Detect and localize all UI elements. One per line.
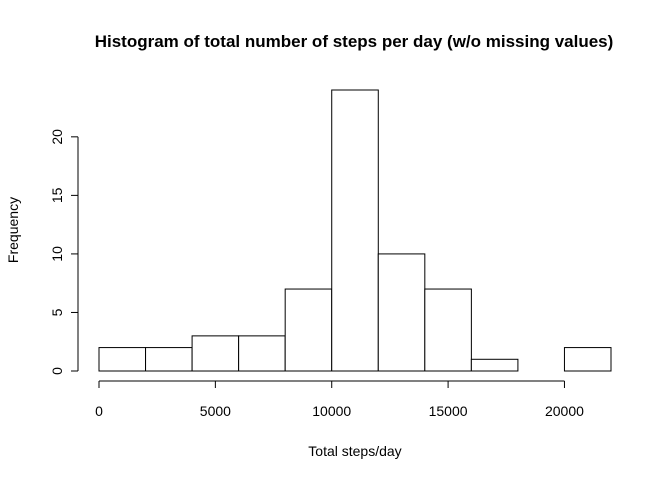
histogram-bar [424,288,472,372]
histogram-bar [238,335,286,372]
y-tick-label: 20 [49,129,65,145]
histogram-bar [377,253,426,372]
histogram-bar [563,347,612,372]
x-axis: 0 5000 10000 15000 20000 [95,380,584,419]
x-tick-label: 20000 [545,403,584,419]
x-tick-label: 0 [95,403,103,419]
x-tick-label: 5000 [200,403,231,419]
x-tick-label: 15000 [429,403,468,419]
y-tick-label: 10 [49,246,65,262]
x-axis-label: Total steps/day [308,443,401,459]
histogram-bar [98,347,147,372]
histogram-bar [470,358,519,372]
chart-title: Histogram of total number of steps per d… [95,32,614,51]
histogram-bars [98,89,612,372]
histogram-bar [145,347,193,372]
histogram-bar [284,288,333,372]
x-tick-label: 10000 [312,403,351,419]
histogram-bar [191,335,240,372]
y-tick-label: 0 [49,367,65,375]
y-tick-label: 15 [49,187,65,203]
y-tick-label: 5 [49,308,65,316]
y-axis: 0 5 10 15 20 [49,129,79,375]
y-axis-label: Frequency [5,197,21,263]
histogram-bar [331,89,379,372]
